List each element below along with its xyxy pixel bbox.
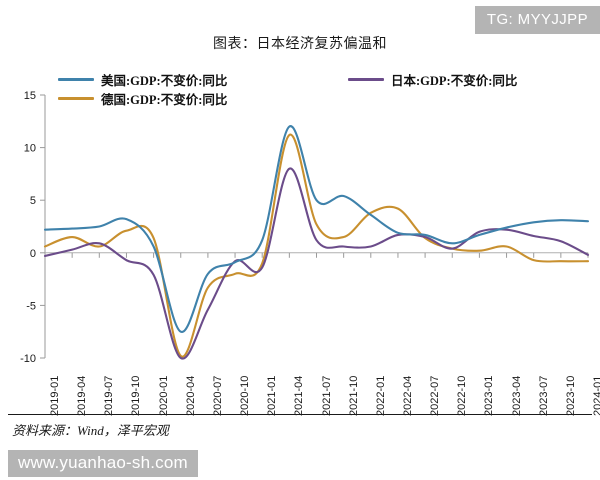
x-tick-label: 2022-01 bbox=[374, 375, 387, 416]
y-tick-label: -10 bbox=[20, 353, 36, 365]
page-title: 图表：日本经济复苏偏温和 bbox=[213, 37, 387, 52]
plot-area: 15 10 5 0 -5 -10 bbox=[0, 88, 600, 378]
x-tick-label: 2020-01 bbox=[157, 375, 170, 416]
x-tick-label: 2021-07 bbox=[320, 375, 333, 416]
x-tick-label: 2019-01 bbox=[49, 375, 61, 416]
legend-label-us: 美国:GDP:不变价:同比 bbox=[101, 74, 228, 88]
x-tick-label: 2022-10 bbox=[456, 375, 469, 416]
x-tick-label: 2022-04 bbox=[401, 375, 414, 416]
y-tick-label: 15 bbox=[24, 90, 36, 102]
x-tick-label: 2019-04 bbox=[76, 375, 89, 416]
y-tick-label: -5 bbox=[26, 300, 36, 312]
legend-item-us: 美国:GDP:不变价:同比 bbox=[58, 70, 227, 89]
x-tick-label: 2023-04 bbox=[510, 375, 523, 416]
series-line bbox=[43, 133, 590, 358]
legend-item-japan: 日本:GDP:不变价:同比 bbox=[348, 70, 517, 89]
legend-label-germany: 德国:GDP:不变价:同比 bbox=[101, 93, 228, 107]
chart-legend: 美国:GDP:不变价:同比 日本:GDP:不变价:同比 德国:GDP:不变价:同… bbox=[58, 70, 578, 108]
x-tick-label: 2021-01 bbox=[266, 375, 279, 416]
legend-swatch-japan bbox=[348, 78, 384, 81]
x-tick-label: 2020-04 bbox=[184, 375, 197, 416]
x-tick-label: 2023-01 bbox=[483, 375, 496, 416]
y-tick-label: 5 bbox=[30, 195, 36, 207]
x-tick-label: 2020-07 bbox=[211, 375, 224, 416]
watermark: www.yuanhao-sh.com bbox=[8, 450, 198, 477]
x-axis-labels: 2019-01 2019-04 2019-07 2019-10 2020-01 2020-… bbox=[0, 358, 600, 420]
y-tick-label: 0 bbox=[30, 248, 36, 260]
legend-swatch-us bbox=[58, 78, 94, 81]
x-tick-label: 2024-01 bbox=[592, 375, 600, 416]
x-tick-label: 2019-07 bbox=[103, 375, 116, 416]
footer-divider bbox=[8, 414, 592, 415]
x-tick-label: 2021-10 bbox=[347, 375, 360, 416]
x-tick-label: 2019-10 bbox=[130, 375, 143, 416]
x-tick-label: 2021-04 bbox=[293, 375, 306, 416]
series-line bbox=[43, 167, 590, 360]
series-line bbox=[43, 125, 590, 333]
tg-badge: TG: MYYJJPP bbox=[474, 6, 600, 34]
legend-swatch-germany bbox=[58, 97, 94, 100]
x-tick-label: 2020-10 bbox=[239, 375, 252, 416]
legend-item-germany: 德国:GDP:不变价:同比 bbox=[58, 89, 227, 108]
x-tick-label: 2023-07 bbox=[537, 375, 550, 416]
line-chart-svg: 15 10 5 0 -5 -10 bbox=[20, 90, 590, 365]
y-tick-label: 10 bbox=[24, 143, 36, 155]
legend-label-japan: 日本:GDP:不变价:同比 bbox=[391, 74, 518, 88]
source-note: 资料来源：Wind，泽平宏观 bbox=[12, 423, 169, 438]
x-tick-label: 2022-07 bbox=[429, 375, 442, 416]
x-tick-label: 2023-10 bbox=[564, 375, 577, 416]
